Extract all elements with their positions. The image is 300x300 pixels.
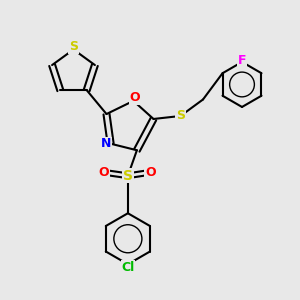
Text: S: S — [69, 40, 78, 53]
Text: F: F — [238, 54, 246, 67]
Text: O: O — [130, 92, 140, 104]
Text: N: N — [101, 137, 111, 150]
Text: Cl: Cl — [121, 261, 134, 274]
Text: O: O — [99, 166, 109, 179]
Text: S: S — [176, 110, 185, 122]
Text: O: O — [145, 166, 156, 179]
Text: S: S — [123, 169, 133, 183]
